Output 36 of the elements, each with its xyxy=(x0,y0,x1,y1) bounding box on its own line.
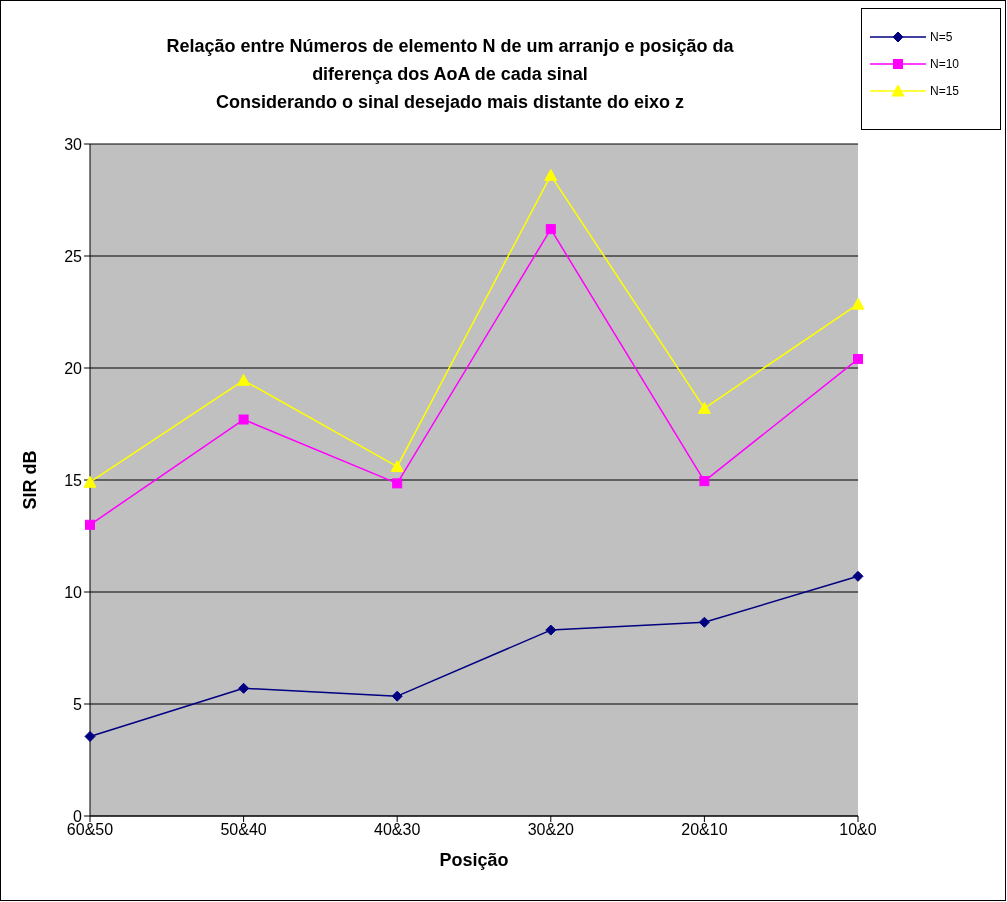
point xyxy=(237,373,251,386)
point xyxy=(85,519,95,530)
chart-title: Relação entre Números de elemento N de um arranjo e posição da diferença dos AoA de cada sinal Considerando o sinal desejado mais distante do eixo z xyxy=(165,35,735,114)
y-tick-label: 10 xyxy=(64,583,83,601)
point xyxy=(544,168,558,181)
x-tick-label: 50&40 xyxy=(220,821,267,839)
point xyxy=(390,460,404,473)
point xyxy=(851,297,865,310)
point xyxy=(545,224,556,235)
x-tick-label: 60&50 xyxy=(66,821,114,839)
point xyxy=(238,682,250,694)
point xyxy=(392,478,403,489)
point xyxy=(699,476,710,487)
x-tick-label: 20&10 xyxy=(681,821,728,839)
point xyxy=(698,616,710,628)
point xyxy=(391,690,403,702)
y-axis-title: SIR dB xyxy=(20,450,41,510)
y-tick-label: 20 xyxy=(64,359,83,377)
legend-label: N=5 xyxy=(930,29,953,44)
x-tick-label: 30&20 xyxy=(527,821,575,839)
point xyxy=(853,354,863,365)
legend-label: N=10 xyxy=(930,56,960,71)
point xyxy=(852,570,864,582)
y-tick-label: 15 xyxy=(64,471,83,489)
y-tick-label: 25 xyxy=(64,247,83,265)
x-tick-label: 10&0 xyxy=(839,821,877,839)
x-tick-label: 40&30 xyxy=(374,821,421,839)
point xyxy=(697,401,711,414)
point xyxy=(83,475,97,488)
y-tick-label: 30 xyxy=(64,135,83,153)
point xyxy=(238,414,249,425)
point xyxy=(545,624,557,636)
legend-label: N=15 xyxy=(930,83,960,98)
x-axis-title: Posição xyxy=(439,850,509,870)
y-tick-label: 5 xyxy=(73,695,83,713)
point xyxy=(84,730,96,742)
